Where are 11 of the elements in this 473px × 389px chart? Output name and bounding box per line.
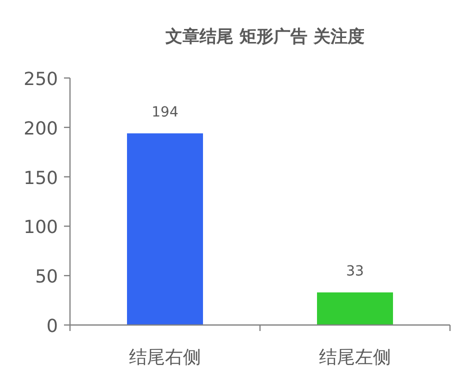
y-tick-label: 0	[46, 316, 58, 337]
y-tick-label: 200	[24, 118, 58, 140]
chart-title: 文章结尾 矩形广告 关注度	[164, 27, 364, 47]
y-tick-label: 150	[24, 168, 58, 189]
y-tick-label: 250	[24, 69, 58, 90]
data-label: 194	[152, 104, 178, 120]
data-label: 33	[346, 263, 364, 280]
y-tick-label: 100	[24, 217, 58, 238]
x-tick-label: 结尾右侧	[129, 347, 201, 368]
x-tick-label: 结尾左侧	[319, 347, 391, 368]
y-tick-label: 50	[35, 266, 58, 288]
